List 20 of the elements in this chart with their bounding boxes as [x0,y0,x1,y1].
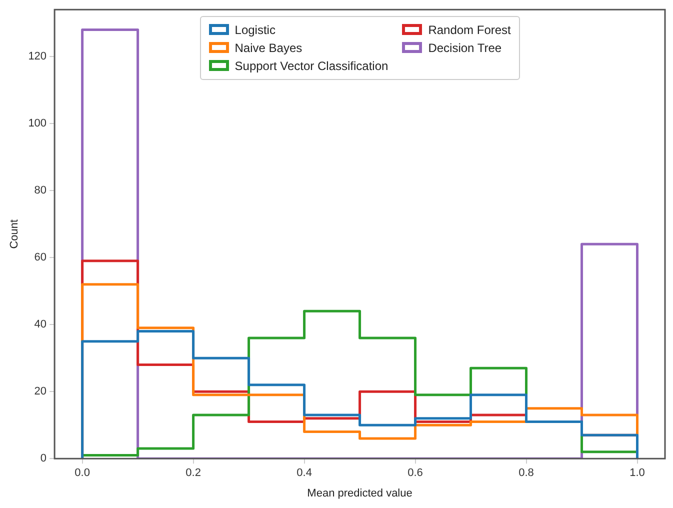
x-axis-title: Mean predicted value [307,487,412,500]
x-tick-label: 1.0 [630,467,645,480]
x-tick-label: 0.2 [186,467,201,480]
legend-label: Naive Bayes [234,40,302,55]
legend-label: Support Vector Classification [234,58,388,73]
x-tick-label: 0.4 [296,467,312,480]
y-tick-label: 60 [34,252,47,264]
y-tick-label: 40 [34,318,47,331]
legend-label: Decision Tree [428,40,502,55]
y-axis-title: Count [8,219,21,249]
legend-label: Random Forest [428,22,511,37]
x-tick-label: 0.8 [518,467,534,480]
y-tick-label: 20 [34,386,47,398]
x-tick-label: 0.6 [408,467,423,480]
y-tick-label: 80 [34,184,47,197]
y-tick-label: 0 [40,452,47,465]
y-tick-label: 100 [28,118,47,130]
x-tick-label: 0.0 [74,467,90,480]
legend-label: Logistic [234,22,276,37]
y-tick-label: 120 [28,50,47,63]
